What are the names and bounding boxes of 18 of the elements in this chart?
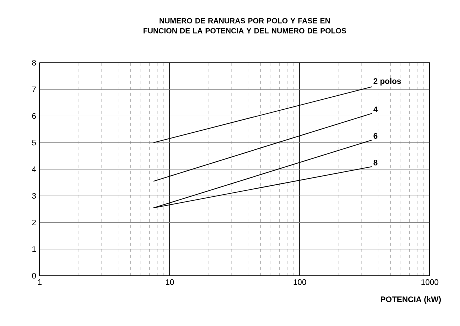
y-tick-label: 3 xyxy=(32,193,36,199)
y-tick-label: 7 xyxy=(32,86,36,92)
series-label: 8 xyxy=(374,160,378,166)
y-tick-label: 8 xyxy=(32,60,36,66)
x-axis-title: POTENCIA (kW) xyxy=(381,296,442,304)
y-tick-label: 6 xyxy=(32,113,36,120)
series-label: 6 xyxy=(374,133,378,140)
x-tick-label: 1000 xyxy=(422,280,439,286)
y-tick-label: 0 xyxy=(32,273,36,279)
series-label: 2 polos xyxy=(374,78,402,86)
series-label: 4 xyxy=(374,106,378,112)
x-tick-label: 100 xyxy=(294,280,306,286)
y-tick-label: 4 xyxy=(32,166,36,172)
x-tick-label: 10 xyxy=(166,280,174,286)
y-tick-label: 1 xyxy=(32,246,36,252)
y-tick-label: 5 xyxy=(32,140,36,146)
x-tick-label: 1 xyxy=(38,280,42,286)
y-tick-label: 2 xyxy=(32,220,36,226)
